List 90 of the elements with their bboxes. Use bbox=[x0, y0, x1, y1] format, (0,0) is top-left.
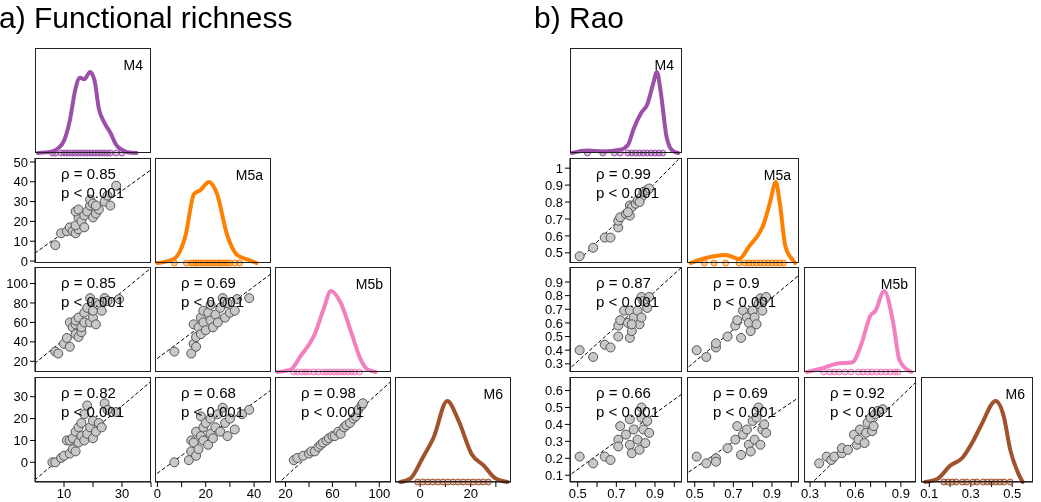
x-tick-label: 0.5 bbox=[1003, 486, 1022, 502]
x-tick-label: 0.5 bbox=[685, 486, 704, 502]
x-tick-label: 100 bbox=[368, 486, 391, 502]
x-tick-label: 30 bbox=[114, 486, 130, 502]
y-tick-label: 0.4 bbox=[544, 342, 563, 358]
x-tick-label: 0.6 bbox=[846, 486, 865, 502]
annotation: ρ = 0.87 bbox=[596, 273, 652, 292]
annotation: ρ = 0.69 bbox=[181, 273, 237, 292]
y-tick-label: 0.8 bbox=[544, 194, 563, 210]
x-tick-label: 0.1 bbox=[920, 486, 939, 502]
annotation: ρ = 0.68 bbox=[181, 383, 237, 402]
annotation: ρ = 0.92 bbox=[830, 383, 886, 402]
x-tick-label: 0.3 bbox=[801, 486, 820, 502]
annotation: ρ = 0.98 bbox=[301, 383, 357, 402]
y-tick-label: 0.8 bbox=[544, 288, 563, 304]
y-tick-label: 10 bbox=[13, 233, 28, 249]
annotation: ρ = 0.85 bbox=[61, 273, 117, 292]
y-tick-label: 0.9 bbox=[544, 274, 563, 290]
y-tick-label: 0.5 bbox=[544, 245, 563, 261]
y-tick-label: 0.1 bbox=[544, 467, 563, 483]
annotation: p < 0.001 bbox=[713, 402, 776, 421]
x-tick-label: 0.7 bbox=[724, 486, 743, 502]
y-tick-label: 0.6 bbox=[544, 383, 563, 399]
x-tick-label: 0.3 bbox=[961, 486, 980, 502]
annotation: p < 0.001 bbox=[61, 402, 124, 421]
annotation: ρ = 0.69 bbox=[713, 383, 769, 402]
x-tick-label: 0.9 bbox=[762, 486, 781, 502]
y-tick-label: 0.6 bbox=[544, 228, 563, 244]
x-tick-label: 10 bbox=[56, 486, 72, 502]
x-tick-label: 40 bbox=[246, 486, 262, 502]
y-tick-label: 1 bbox=[555, 160, 563, 176]
x-tick-label: 0 bbox=[153, 486, 162, 502]
annotation: ρ = 0.85 bbox=[61, 164, 117, 183]
y-tick-label: 0 bbox=[20, 253, 28, 269]
y-tick-label: 0 bbox=[20, 454, 28, 470]
y-tick-label: 100 bbox=[6, 276, 28, 292]
y-tick-label: 30 bbox=[13, 194, 28, 210]
annotation: p < 0.001 bbox=[596, 183, 659, 202]
y-tick-label: 10 bbox=[13, 433, 28, 449]
y-tick-label: 0.3 bbox=[544, 433, 563, 449]
x-tick-label: 0.9 bbox=[645, 486, 664, 502]
chart-title: b) Rao bbox=[534, 0, 625, 36]
y-tick-label: 0.9 bbox=[544, 177, 563, 193]
annotation: p < 0.001 bbox=[596, 402, 659, 421]
y-tick-label: 0.6 bbox=[544, 315, 563, 331]
y-tick-label: 20 bbox=[13, 411, 28, 427]
x-tick-label: 20 bbox=[278, 486, 293, 502]
x-tick-label: 60 bbox=[325, 486, 340, 502]
y-tick-label: 0.4 bbox=[544, 417, 563, 433]
y-tick-label: 0.5 bbox=[544, 329, 563, 345]
y-tick-label: 60 bbox=[13, 315, 28, 331]
annotation: p < 0.001 bbox=[830, 402, 893, 421]
annotation: p < 0.001 bbox=[713, 292, 776, 311]
annotation: M5b bbox=[355, 275, 383, 294]
y-tick-label: 30 bbox=[13, 389, 28, 405]
x-tick-label: 0.9 bbox=[891, 486, 910, 502]
annotation: M4 bbox=[123, 56, 143, 75]
x-tick-label: 0.5 bbox=[568, 486, 587, 502]
annotation: ρ = 0.82 bbox=[61, 383, 117, 402]
annotation: M4 bbox=[654, 56, 674, 75]
annotation: p < 0.001 bbox=[61, 183, 124, 202]
annotation: M5a bbox=[235, 166, 263, 185]
y-tick-label: 0.7 bbox=[544, 301, 563, 317]
x-tick-label: 20 bbox=[463, 486, 478, 502]
annotation: p < 0.001 bbox=[181, 292, 244, 311]
annotation: ρ = 0.66 bbox=[596, 383, 652, 402]
x-tick-label: 20 bbox=[198, 486, 213, 502]
y-tick-label: 40 bbox=[13, 174, 28, 190]
annotation: M5a bbox=[763, 166, 791, 185]
annotation: M6 bbox=[483, 385, 503, 404]
annotation: ρ = 0.9 bbox=[713, 273, 761, 292]
y-tick-label: 0.5 bbox=[544, 400, 563, 416]
y-tick-label: 50 bbox=[13, 154, 28, 170]
y-tick-label: 20 bbox=[13, 353, 28, 369]
annotation: M6 bbox=[1005, 385, 1025, 404]
annotation: p < 0.001 bbox=[596, 292, 659, 311]
y-tick-label: 0.3 bbox=[544, 356, 563, 372]
y-tick-label: 0.7 bbox=[544, 211, 563, 227]
y-tick-label: 80 bbox=[13, 295, 28, 311]
x-tick-label: 0 bbox=[416, 486, 424, 502]
annotation: M5b bbox=[880, 275, 908, 294]
y-tick-label: 0.2 bbox=[544, 450, 563, 466]
x-tick-label: 0.7 bbox=[607, 486, 626, 502]
annotation: p < 0.001 bbox=[181, 402, 244, 421]
y-tick-label: 40 bbox=[13, 334, 28, 350]
y-tick-label: 20 bbox=[13, 214, 28, 230]
annotation: p < 0.001 bbox=[61, 292, 124, 311]
annotation: ρ = 0.99 bbox=[596, 164, 652, 183]
annotation: p < 0.001 bbox=[301, 402, 364, 421]
chart-title: a) Functional richness bbox=[0, 0, 293, 36]
